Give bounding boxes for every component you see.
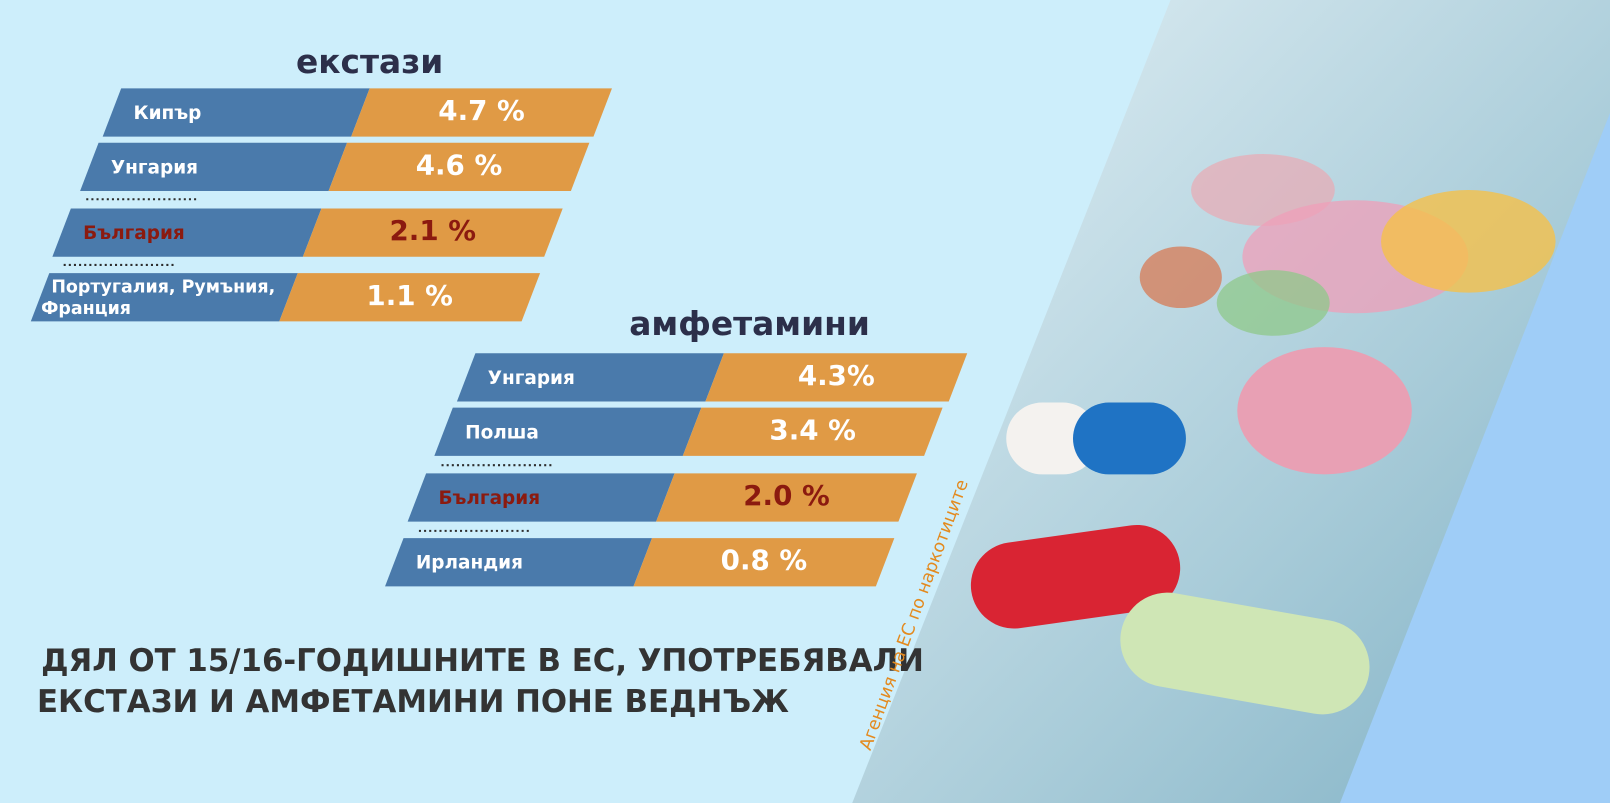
country-bar — [52, 208, 322, 257]
pill — [1381, 189, 1556, 293]
pill — [1139, 246, 1222, 309]
value-bar — [656, 473, 917, 522]
section-title: амфетамини — [629, 305, 870, 343]
value-bar — [705, 353, 968, 402]
value-bar — [682, 407, 943, 456]
country-bar — [434, 407, 702, 456]
value-label: 4.3% — [798, 359, 875, 392]
pill — [1072, 402, 1186, 475]
value-bar — [351, 88, 612, 137]
country-label: Ирландия — [416, 553, 523, 574]
value-label: 1.1 % — [366, 279, 453, 312]
pill — [1120, 592, 1370, 715]
caption-line: ДЯЛ ОТ 15/16-ГОДИШНИТЕ В ЕС, УПОТРЕБЯВАЛ… — [41, 643, 924, 679]
value-label: 4.6 % — [416, 148, 503, 181]
value-label: 2.0 % — [743, 479, 830, 512]
value-label: 4.7 % — [438, 94, 525, 127]
country-bar — [456, 353, 724, 402]
pill — [1006, 402, 1099, 475]
country-label: България — [83, 223, 185, 244]
separators — [63, 198, 553, 532]
country-bar — [407, 473, 675, 522]
country-bar — [102, 88, 370, 137]
pills — [970, 154, 1556, 715]
country-label: Португалия, Румъния, Франция — [41, 278, 275, 320]
value-bar — [302, 208, 563, 257]
pill — [1216, 270, 1330, 336]
pill — [1237, 347, 1412, 475]
charts: екстази Кипър 4.7 % Унгария 4.6 % България 2.1… — [30, 43, 968, 587]
country-label: Унгария — [111, 157, 198, 178]
country-bar — [80, 142, 348, 192]
value-label: 2.1 % — [390, 214, 477, 247]
country-label: Кипър — [133, 103, 201, 124]
section-title: екстази — [296, 43, 443, 81]
value-bar — [328, 142, 590, 192]
value-label: 3.4 % — [769, 413, 856, 446]
value-bar — [633, 538, 895, 587]
country-bar — [30, 273, 298, 322]
value-bar — [279, 273, 541, 322]
pill — [970, 524, 1181, 629]
country-bar — [385, 538, 653, 587]
caption-line: ЕКСТАЗИ И АМФЕТАМИНИ ПОНЕ ВЕДНЪЖ — [37, 684, 789, 720]
country-label: Унгария — [488, 368, 575, 389]
country-label: България — [438, 488, 540, 509]
value-label: 0.8 % — [721, 544, 808, 577]
country-label: Полша — [465, 422, 539, 443]
